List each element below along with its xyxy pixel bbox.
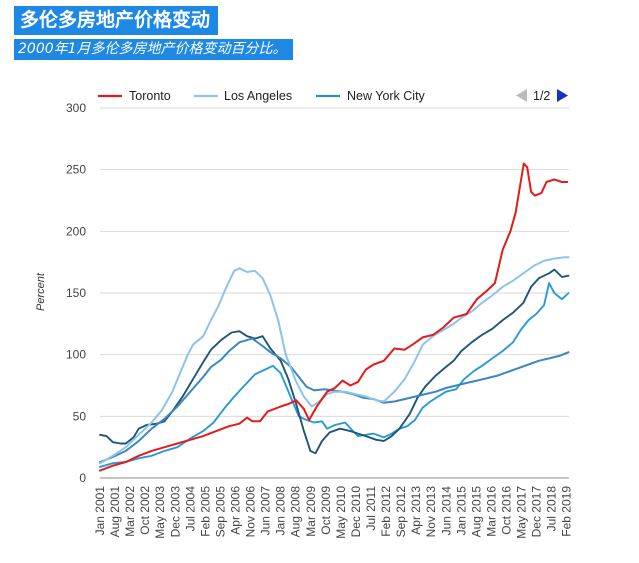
- legend-label-new-york-city: New York City: [347, 89, 426, 103]
- y-tick-label: 200: [66, 224, 86, 238]
- x-tick-label: Jul 2018: [545, 486, 559, 532]
- x-tick-label: Apr 2013: [409, 486, 423, 535]
- x-tick-label: Sep 2005: [214, 486, 228, 538]
- x-tick-label: Jan 2001: [93, 486, 107, 536]
- series-line-toronto: [99, 162, 569, 472]
- legend-label-los-angeles: Los Angeles: [224, 89, 292, 103]
- series-line-unlabeled-5: [99, 282, 570, 468]
- y-axis-label: Percent: [35, 272, 47, 311]
- x-axis-ticks: Jan 2001 Aug 2001 Mar 2002 Oct 2002 May 2003…: [93, 486, 574, 539]
- x-tick-label: Dec 2017: [530, 486, 544, 538]
- x-tick-label: Jun 2007: [259, 486, 273, 536]
- y-tick-label: 50: [73, 409, 87, 423]
- x-tick-label: Dec 2010: [349, 486, 363, 538]
- x-tick-label: Mar 2002: [123, 486, 137, 537]
- y-tick-label: 100: [66, 348, 86, 362]
- y-tick-label: 0: [79, 471, 86, 485]
- x-tick-label: Nov 2006: [243, 486, 257, 538]
- x-tick-label: Feb 2005: [198, 486, 212, 537]
- x-tick-label: Jul 2011: [364, 486, 378, 531]
- x-tick-label: Oct 2016: [500, 486, 514, 535]
- legend: Toronto Los Angeles New York City 1/2: [98, 89, 568, 103]
- x-tick-label: Feb 2019: [560, 486, 574, 537]
- y-tick-label: 250: [66, 163, 86, 177]
- x-tick-label: Jun 2014: [439, 486, 453, 536]
- x-tick-label: Aug 2008: [289, 486, 303, 538]
- x-tick-label: Apr 2006: [229, 486, 243, 535]
- x-tick-label: Feb 2012: [379, 486, 393, 537]
- x-tick-label: May 2003: [153, 486, 167, 539]
- series-line-los-angeles: [99, 256, 570, 465]
- x-tick-label: May 2010: [334, 486, 348, 539]
- legend-next-icon[interactable]: [557, 89, 568, 102]
- x-tick-label: Jul 2004: [183, 486, 197, 532]
- x-tick-label: Oct 2002: [138, 486, 152, 535]
- x-tick-label: Nov 2013: [424, 486, 438, 538]
- x-tick-label: Sep 2012: [394, 486, 408, 538]
- series-lines: [99, 162, 570, 472]
- x-tick-label: Dec 2003: [168, 486, 182, 538]
- x-tick-label: Jan 2008: [274, 486, 288, 536]
- x-tick-label: Oct 2009: [319, 486, 333, 535]
- gridlines: [100, 107, 569, 479]
- x-tick-label: Aug 2015: [469, 486, 483, 538]
- y-tick-label: 300: [66, 101, 86, 115]
- legend-prev-icon[interactable]: [516, 89, 527, 102]
- x-tick-label: Mar 2016: [485, 486, 499, 537]
- series-line-unlabeled-4: [99, 268, 570, 455]
- page-subtitle: 2000年1月多伦多房地产价格变动百分比。: [14, 39, 293, 60]
- page-title: 多伦多房地产价格变动: [14, 6, 219, 35]
- series-line-new-york-city: [99, 337, 570, 463]
- x-tick-label: Mar 2009: [304, 486, 318, 537]
- x-tick-label: May 2017: [515, 486, 529, 539]
- legend-pager: 1/2: [533, 89, 550, 103]
- y-axis-ticks: 0 50 100 150 200 250 300: [66, 101, 86, 485]
- legend-label-toronto: Toronto: [129, 89, 171, 103]
- x-tick-label: Jan 2015: [454, 486, 468, 536]
- x-tick-label: Aug 2001: [108, 486, 122, 538]
- y-tick-label: 150: [66, 286, 86, 300]
